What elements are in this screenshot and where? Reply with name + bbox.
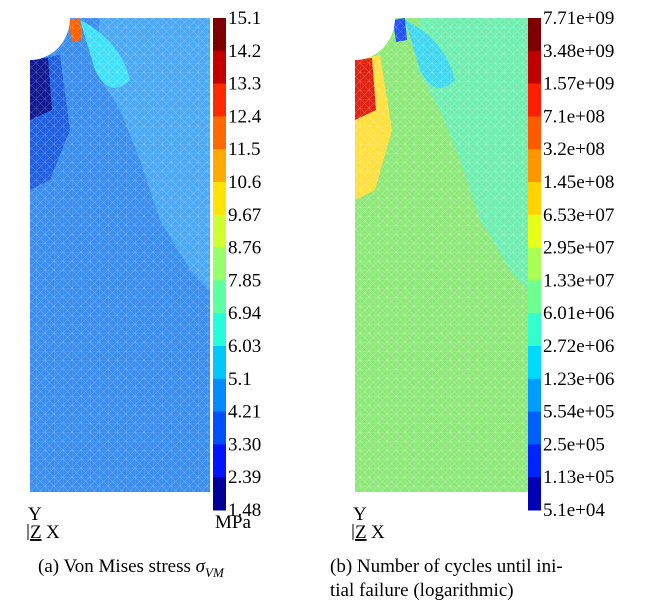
colorbar-label: 7.71e+09 bbox=[543, 8, 614, 29]
colorbar-label: 1.23e+06 bbox=[543, 369, 614, 390]
colorbar-band bbox=[213, 411, 226, 445]
caption: (a) Von Mises stress σVM bbox=[38, 556, 225, 580]
colorbar-band bbox=[213, 378, 226, 413]
colorbar-label: 1.45e+08 bbox=[543, 172, 614, 193]
colorbar-band bbox=[528, 280, 541, 314]
axis-y: Y bbox=[353, 504, 367, 525]
colorbar-band bbox=[528, 116, 541, 150]
colorbar-band bbox=[528, 18, 541, 52]
colorbar-band bbox=[213, 50, 226, 85]
cycles-field bbox=[355, 18, 528, 492]
colorbar-label: 10.6 bbox=[228, 172, 261, 193]
axis-x: X bbox=[46, 522, 60, 543]
colorbar-band bbox=[213, 444, 226, 478]
colorbar-unit: MPa bbox=[215, 512, 251, 533]
colorbar-label: 5.54e+05 bbox=[543, 402, 614, 423]
colorbar-label: 1.33e+07 bbox=[543, 270, 614, 291]
colorbar-band bbox=[213, 280, 226, 314]
colorbar-band bbox=[528, 50, 541, 85]
stress-field bbox=[30, 18, 210, 492]
colorbar-band bbox=[528, 477, 541, 511]
caption-text: (a) Von Mises stress bbox=[38, 556, 196, 577]
colorbar-band bbox=[213, 116, 226, 150]
colorbar-band bbox=[528, 411, 541, 445]
colorbar-band bbox=[213, 18, 226, 52]
colorbar-label: 14.2 bbox=[228, 41, 261, 62]
colorbar-label: 11.5 bbox=[228, 139, 261, 160]
caption: (b) Number of cycles until ini- bbox=[330, 556, 563, 577]
colorbar-label: 3.2e+08 bbox=[543, 139, 605, 160]
colorbar-band bbox=[528, 444, 541, 478]
caption: tial failure (logarithmic) bbox=[330, 580, 514, 601]
colorbar-band bbox=[213, 83, 226, 117]
colorbar-label: 2.95e+07 bbox=[543, 238, 614, 259]
colorbar-band bbox=[213, 149, 226, 183]
colorbar-label: 7.1e+08 bbox=[543, 106, 605, 127]
colorbar-label: 12.4 bbox=[228, 106, 262, 127]
colorbar-band bbox=[528, 378, 541, 413]
axis-z: Z bbox=[355, 522, 367, 543]
colorbar-label: 6.53e+07 bbox=[543, 205, 614, 226]
colorbar-label: 3.48e+09 bbox=[543, 41, 614, 62]
colorbar-label: 4.21 bbox=[228, 402, 261, 423]
colorbar-band bbox=[528, 182, 541, 216]
colorbar-label: 15.1 bbox=[228, 8, 261, 29]
axis-y: Y bbox=[28, 504, 42, 525]
colorbar-label: 9.67 bbox=[228, 205, 261, 226]
colorbar-label: 2.39 bbox=[228, 467, 261, 488]
colorbar-label: 6.01e+06 bbox=[543, 303, 614, 324]
colorbar-band bbox=[213, 182, 226, 216]
colorbar-label: 2.72e+06 bbox=[543, 336, 614, 357]
colorbar-label: 5.1 bbox=[228, 369, 252, 390]
colorbar-label: 8.76 bbox=[228, 238, 261, 259]
colorbar-label: 1.48 bbox=[228, 500, 261, 521]
colorbar-label: 13.3 bbox=[228, 74, 261, 95]
colorbar-band bbox=[213, 247, 226, 281]
colorbar-band bbox=[528, 149, 541, 183]
colorbar-label: 6.94 bbox=[228, 303, 262, 324]
colorbar-band bbox=[528, 346, 541, 380]
colorbar-label: 1.57e+09 bbox=[543, 74, 614, 95]
colorbar-band bbox=[213, 477, 226, 511]
colorbar-label: 1.13e+05 bbox=[543, 467, 614, 488]
colorbar-band bbox=[213, 313, 226, 347]
colorbar-band bbox=[528, 214, 541, 249]
colorbar-label: 3.30 bbox=[228, 434, 261, 455]
colorbar-band bbox=[528, 83, 541, 117]
axis-z: Z bbox=[30, 522, 42, 543]
colorbar-label: 6.03 bbox=[228, 336, 261, 357]
caption-subscript: VM bbox=[205, 565, 225, 580]
colorbar-band bbox=[213, 346, 226, 380]
colorbar-label: 2.5e+05 bbox=[543, 434, 605, 455]
colorbar-band bbox=[213, 214, 226, 249]
axis-x: X bbox=[371, 522, 385, 543]
colorbar-band bbox=[528, 313, 541, 347]
caption-symbol: σ bbox=[196, 556, 206, 577]
colorbar-label: 5.1e+04 bbox=[543, 500, 605, 521]
colorbar-label: 7.85 bbox=[228, 270, 261, 291]
colorbar-band bbox=[528, 247, 541, 281]
